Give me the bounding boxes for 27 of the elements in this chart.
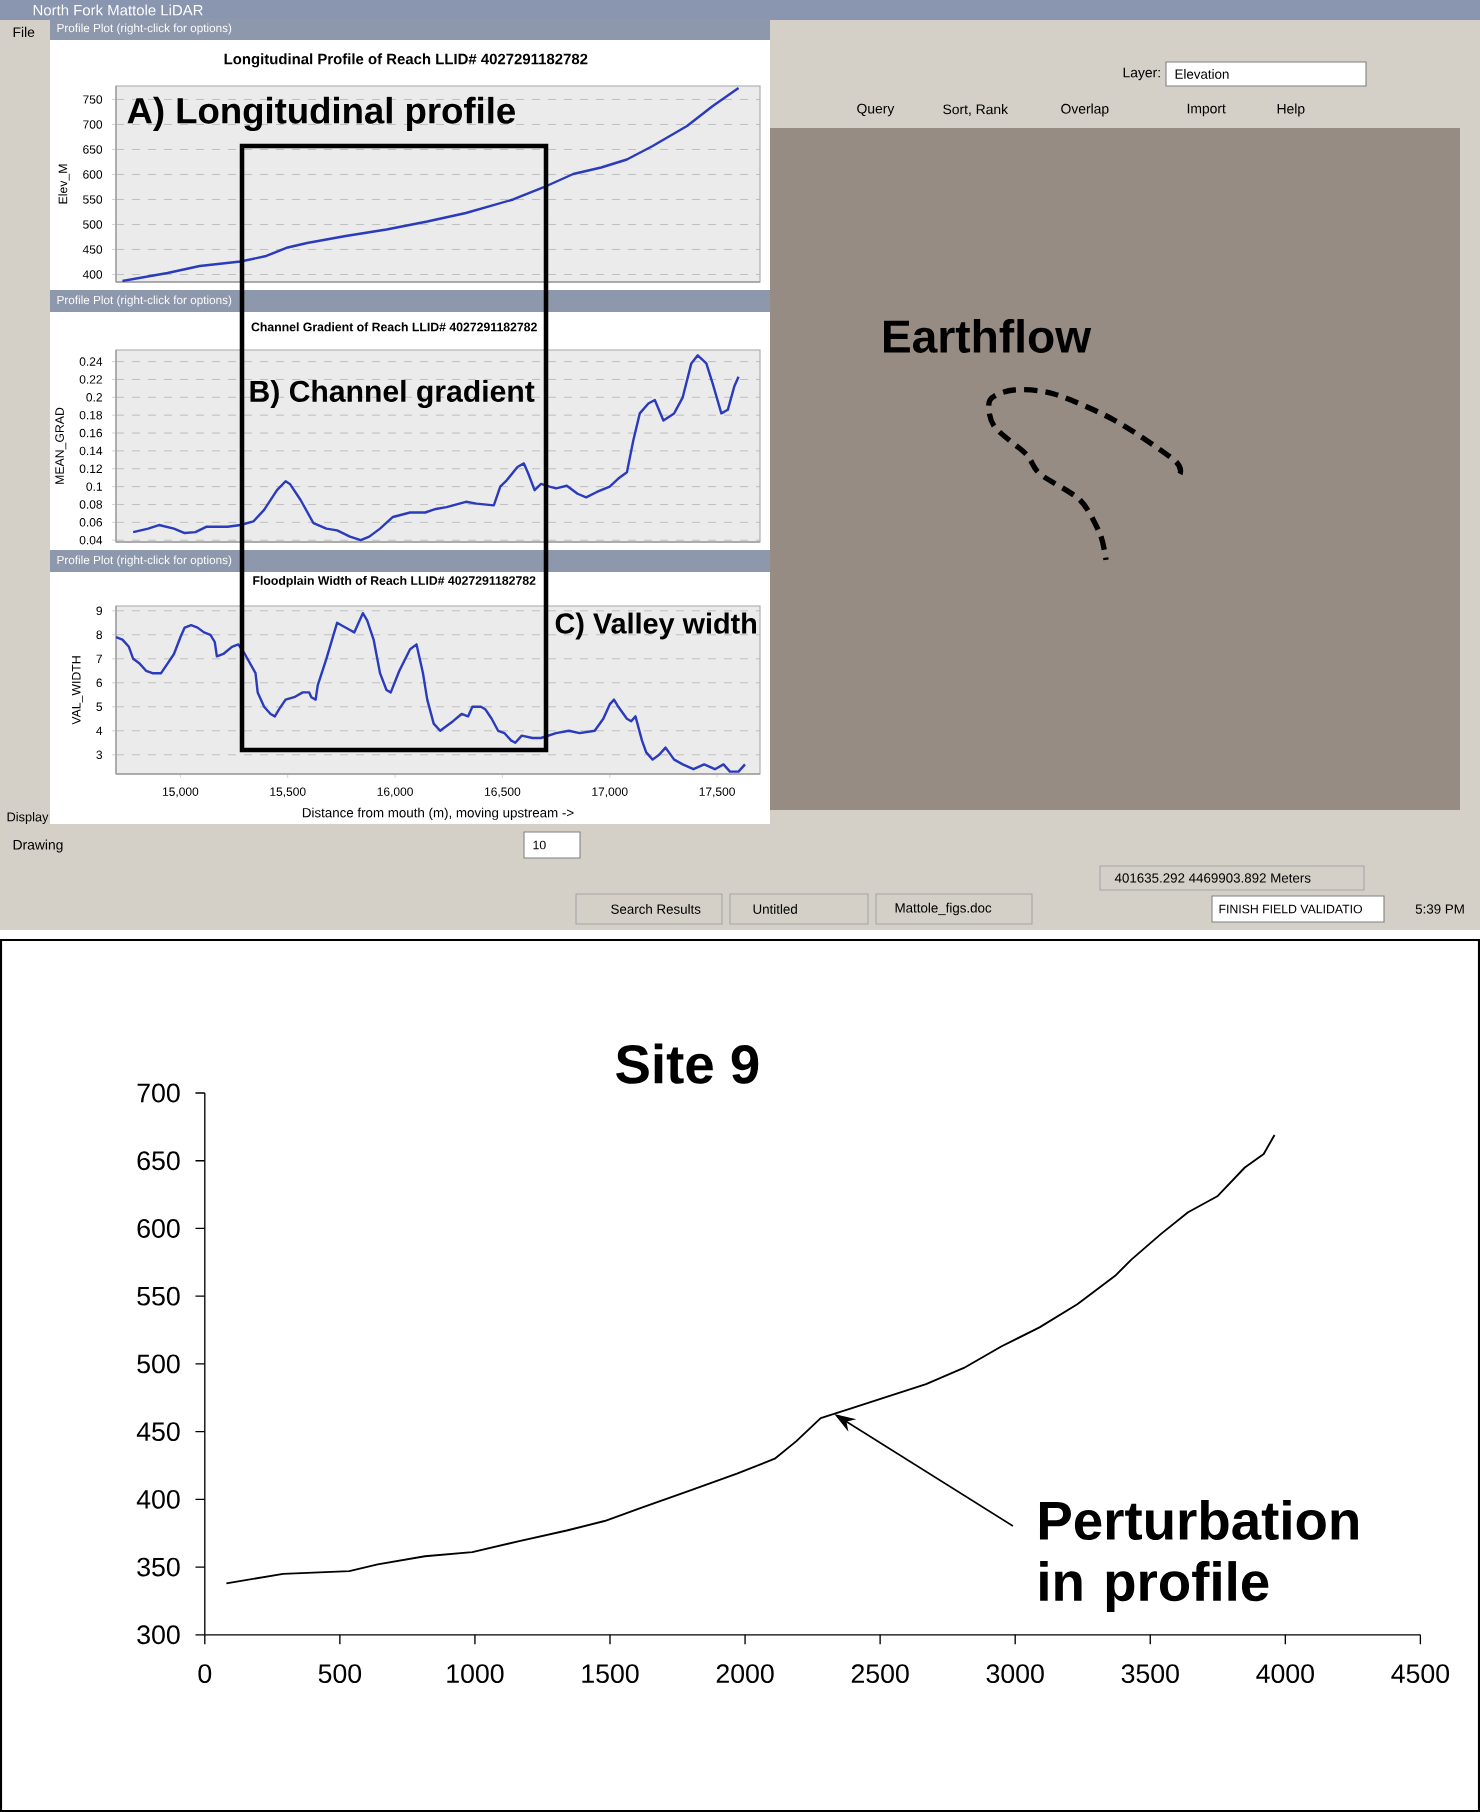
annotation: C) Valley width	[555, 612, 756, 640]
line-series	[131, 354, 740, 542]
annotation: A) Longitudinal profile	[127, 96, 515, 132]
x-tick-label: 3000	[986, 1664, 1044, 1684]
y-tick-label: 300	[137, 1625, 180, 1645]
chart-title: Site 9	[616, 1043, 759, 1084]
y-tick-label: 350	[137, 1557, 180, 1577]
x-tick-label: 2000	[716, 1664, 774, 1684]
y-tick-label: 550	[137, 1286, 180, 1306]
annotation: B) Channel gradient	[250, 379, 535, 409]
x-tick-label: 4500	[1391, 1664, 1450, 1684]
x-tick-label: 0	[198, 1664, 212, 1684]
y-tick-label: 700	[137, 1083, 180, 1103]
x-tick-label: 1000	[447, 1664, 504, 1684]
y-tick-label: 400	[136, 1489, 180, 1509]
x-tick-label: 1500	[582, 1664, 639, 1684]
annotation: Perturbation in profile	[1039, 1499, 1358, 1613]
text: Earthflow	[884, 319, 1092, 353]
y-tick-label: 650	[137, 1151, 180, 1171]
y-tick-label: 500	[137, 1354, 180, 1374]
x-tick-label: 4000	[1256, 1664, 1314, 1684]
x-tick-label: 2500	[851, 1664, 909, 1684]
x-tick-label: 500	[318, 1664, 362, 1684]
y-tick-label: 450	[136, 1422, 180, 1442]
line-series	[121, 86, 740, 282]
x-tick-label: 3500	[1121, 1664, 1179, 1684]
y-tick-label: 600	[137, 1219, 180, 1238]
